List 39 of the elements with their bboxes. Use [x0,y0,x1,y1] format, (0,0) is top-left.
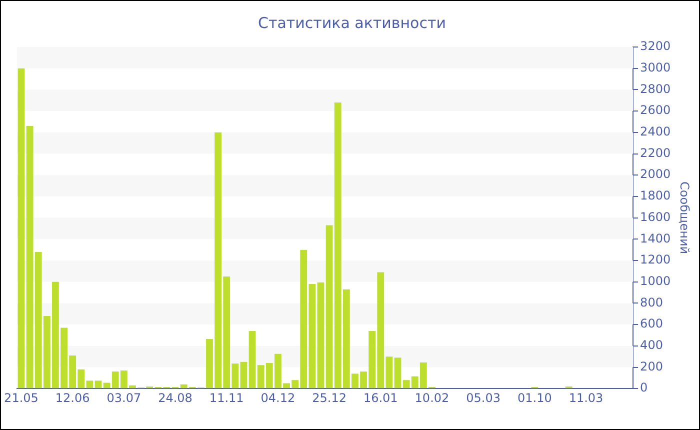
bar [326,225,333,388]
y-tick-label: 2600 [640,103,671,118]
y-tick-label: 3000 [640,60,671,74]
x-tick-label: 25.12 [312,390,346,405]
y-tick-label: 2200 [640,146,671,160]
x-tick-label: 10.02 [414,390,450,405]
y-tick-label: 3200 [640,39,671,54]
y-tick-label: 1800 [640,188,671,203]
x-tick-label: 05.03 [466,390,500,405]
y-tick-label: 800 [640,295,663,310]
y-tick-label: 2000 [640,167,671,182]
x-tick-label: 12.06 [55,390,90,405]
y-tick-label: 400 [640,338,663,352]
x-tick-label: 11.11 [209,390,244,405]
y-tick-label: 1600 [640,210,671,224]
bar [394,358,402,388]
bar [26,126,34,388]
y-tick-label: 600 [640,316,663,331]
bar [94,380,102,388]
x-tick-label: 03.07 [106,390,142,405]
x-tick-label: 24.08 [158,390,192,405]
chart-title: Статистика активности [258,14,446,32]
bar [240,362,248,388]
x-tick-label: 21.05 [4,390,38,405]
y-tick-label: 1400 [640,231,671,246]
x-tick-label: 11.03 [568,390,604,405]
bar [248,330,256,388]
y-tick-label: 0 [640,380,648,395]
y-axis-title: Сообщений [678,182,692,254]
y-tick-label: 1200 [640,252,671,267]
y-tick-label: 2800 [640,82,671,96]
x-tick-label: 01.10 [517,390,552,405]
y-tick-label: 1000 [640,274,671,288]
x-tick-label: 16.01 [363,390,398,405]
x-tick-label: 04.12 [260,390,296,405]
y-tick-label: 200 [640,359,663,374]
y-tick-label: 2400 [640,124,671,139]
bar [317,282,324,388]
bar [18,68,25,388]
